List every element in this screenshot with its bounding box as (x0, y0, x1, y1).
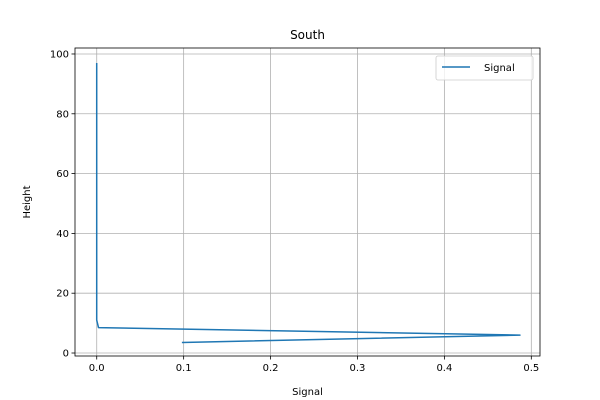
y-tick-label: 100 (50, 49, 69, 60)
x-tick-label: 0.0 (89, 363, 105, 374)
x-tick-label: 0.4 (436, 363, 452, 374)
y-tick-label: 60 (56, 169, 69, 180)
chart-title: South (290, 28, 325, 42)
x-tick-label: 0.3 (350, 363, 366, 374)
legend-label-signal: Signal (484, 63, 515, 74)
grid-lines (75, 48, 540, 356)
y-tick-label: 0 (63, 349, 69, 360)
x-tick-label: 0.5 (523, 363, 539, 374)
series-line-signal (95, 63, 521, 344)
x-axis-label: Signal (292, 387, 323, 398)
y-tick-label: 80 (56, 109, 69, 120)
y-axis-label: Height (22, 185, 33, 218)
legend: Signal (435, 55, 534, 81)
x-tick-label: 0.1 (176, 363, 192, 374)
axis-ticks: 0.0 0.1 0.2 0.3 0.4 0.5 0 20 40 60 80 100 (50, 49, 539, 374)
legend-box (435, 55, 534, 81)
series-layer (95, 63, 521, 344)
x-tick-label: 0.2 (263, 363, 279, 374)
y-tick-label: 20 (56, 289, 69, 300)
y-tick-label: 40 (56, 229, 69, 240)
plot-area-frame (74, 47, 541, 357)
